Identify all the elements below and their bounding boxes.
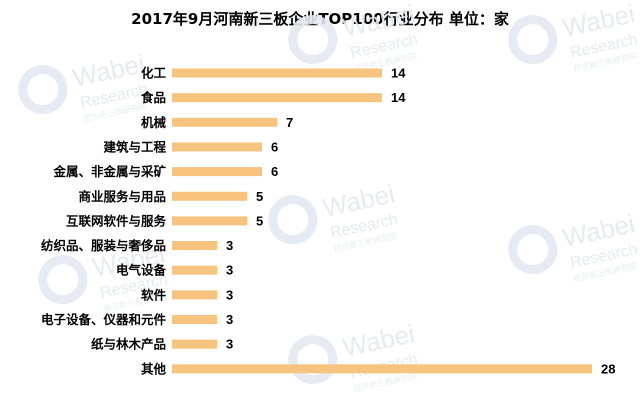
category-label: 机械 (141, 115, 167, 130)
bar (172, 167, 262, 177)
watermark-logo-icon (508, 225, 558, 275)
category-label: 纺织品、服装与奢侈品 (41, 238, 166, 253)
value-label: 3 (226, 337, 233, 352)
bar (172, 117, 277, 127)
bar (172, 191, 247, 201)
value-label: 28 (601, 361, 615, 376)
value-label: 3 (226, 287, 233, 302)
value-label: 14 (391, 90, 406, 105)
watermark-logo-icon (508, 15, 558, 65)
watermark-logo-icon (268, 195, 318, 245)
value-label: 5 (256, 189, 263, 204)
category-label: 软件 (141, 287, 167, 302)
value-label: 6 (271, 139, 278, 154)
value-label: 3 (226, 263, 233, 278)
watermark-logo-icon (18, 65, 68, 115)
category-label: 互联网软件与服务 (66, 213, 167, 228)
value-label: 14 (391, 66, 406, 81)
bar (172, 142, 262, 152)
category-label: 金属、非金属与采矿 (52, 164, 166, 179)
category-label: 建筑与工程 (103, 139, 166, 154)
bar (172, 364, 592, 374)
category-label: 电子设备、仪器和元件 (41, 312, 167, 327)
bar (172, 339, 217, 349)
category-label: 食品 (140, 90, 166, 105)
watermark-logo-icon (288, 335, 338, 385)
bar (172, 315, 217, 324)
value-label: 7 (286, 115, 293, 130)
category-label: 纸与林木产品 (91, 337, 166, 352)
bar (172, 290, 217, 300)
bar (172, 93, 382, 103)
bar (172, 241, 217, 251)
watermark-logo-icon (288, 15, 338, 65)
category-label: 电气设备 (116, 263, 167, 278)
value-label: 3 (226, 238, 233, 253)
category-label: 其他 (141, 361, 167, 376)
category-label: 化工 (141, 66, 167, 81)
bar (172, 265, 217, 275)
bar (172, 68, 382, 78)
value-label: 6 (271, 164, 278, 179)
bar (172, 216, 247, 226)
value-label: 5 (256, 213, 263, 228)
category-label: 商业服务与用品 (78, 189, 166, 204)
value-label: 3 (226, 312, 233, 327)
watermark-logo-icon (38, 255, 88, 305)
